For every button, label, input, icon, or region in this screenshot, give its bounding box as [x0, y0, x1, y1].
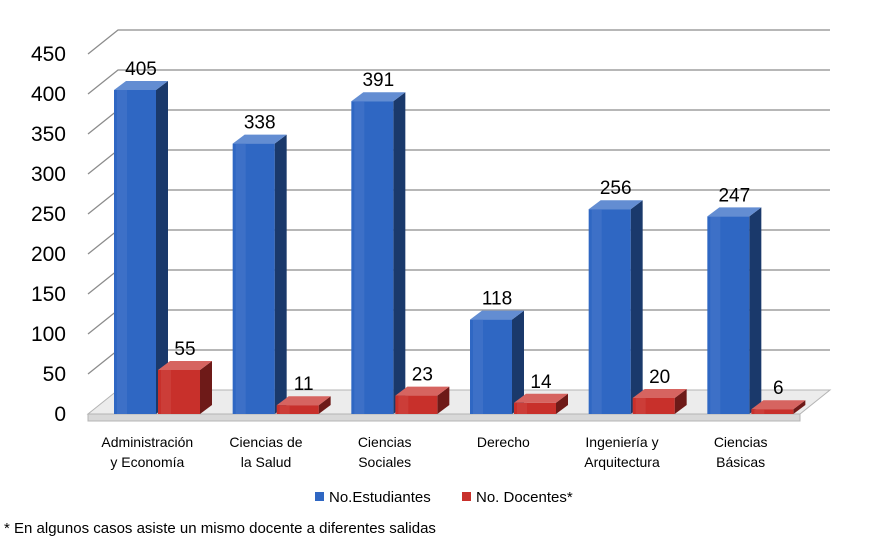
y-tick-label: 0 [54, 403, 66, 426]
bar-docentes-side [793, 400, 806, 414]
bar-docentes-top [158, 361, 212, 370]
x-tick-label-line: Ciencias [714, 434, 768, 450]
x-tick-label-line: y Economía [110, 454, 184, 470]
y-tick-label: 100 [31, 323, 66, 346]
data-label: 118 [482, 289, 512, 310]
x-tick-label-line: Derecho [477, 434, 530, 450]
data-label: 11 [294, 374, 314, 395]
bar-docentes-highlight [635, 398, 646, 414]
data-label: 6 [773, 378, 784, 399]
data-label: 338 [244, 113, 276, 134]
x-tick-label: Ingeniería y Arquitectura [584, 434, 660, 470]
bar-estudiantes-side [512, 310, 524, 414]
data-label: 55 [174, 339, 195, 360]
y-tick-label: 350 [31, 123, 66, 146]
bar-estudiantes-side [156, 81, 168, 414]
bar-estudiantes-side [393, 92, 406, 414]
bar-docentes-side [437, 386, 450, 414]
bar-docentes-side [674, 389, 687, 414]
data-label: 14 [530, 372, 552, 393]
y-tick-label: 300 [31, 163, 66, 186]
footnote: * En algunos casos asiste un mismo docen… [4, 520, 436, 537]
data-label: 20 [649, 367, 670, 388]
bar-docentes-highlight [161, 370, 171, 414]
y-tick-label: 50 [43, 363, 66, 386]
data-label: 23 [412, 365, 433, 386]
bar-docentes-highlight [398, 395, 409, 414]
bar-estudiantes-side [630, 200, 643, 414]
y-tick-label: 150 [31, 283, 66, 306]
bar-estudiantes-highlight [710, 216, 721, 414]
legend-item-docentes-label: No. Docentes* [476, 489, 573, 506]
bar-docentes-top [395, 386, 450, 396]
bar-estudiantes-side [274, 134, 287, 414]
x-tick-label-line: la Salud [241, 454, 292, 470]
legend-item-docentes-swatch [462, 492, 471, 501]
bar-docentes-side [318, 396, 331, 414]
x-tick-label-line: Ingeniería y [585, 434, 658, 450]
x-tick-label: Ciencias de la Salud [229, 434, 302, 470]
data-label: 391 [362, 70, 394, 91]
bar-docentes-side [200, 361, 212, 414]
x-tick-label: Ciencias Básicas [714, 434, 768, 470]
y-tick-label: 400 [31, 83, 66, 106]
x-tick-label-line: Sociales [358, 454, 411, 470]
bar-docentes-highlight [279, 405, 290, 414]
bar-docentes-highlight [754, 409, 765, 414]
chart-floor-edge [87, 413, 801, 422]
x-tick-label-line: Ciencias de [229, 434, 302, 450]
bar-estudiantes-top [588, 200, 643, 210]
bar-estudiantes-top [707, 207, 762, 217]
data-label: 247 [718, 185, 750, 206]
bar-estudiantes-top [114, 81, 168, 90]
y-tick-label: 250 [31, 203, 66, 226]
bar-docentes-highlight [517, 402, 527, 414]
bar-estudiantes-side [749, 207, 762, 414]
bar-docentes [514, 402, 556, 414]
gridline [87, 149, 830, 175]
bar-estudiantes-highlight [354, 101, 365, 414]
bar-estudiantes-highlight [235, 143, 246, 414]
bar-estudiantes-highlight [117, 90, 127, 414]
bar-estudiantes-highlight [591, 209, 602, 414]
bar-docentes [276, 405, 319, 414]
bar-estudiantes-top [232, 134, 287, 144]
x-tick-label-line: Administración [101, 434, 193, 450]
bar-docentes-top [514, 393, 568, 403]
bar-estudiantes-top [470, 310, 524, 320]
y-tick-label: 450 [31, 43, 66, 66]
bar-estudiantes-highlight [473, 319, 483, 414]
bar-docentes-top [751, 400, 806, 410]
x-tick-label-line: Ciencias [358, 434, 412, 450]
data-label: 256 [600, 178, 632, 199]
legend-item-estudiantes-swatch [315, 492, 324, 501]
x-tick-label: Ciencias Sociales [358, 434, 412, 470]
y-tick-label: 200 [31, 243, 66, 266]
legend-item-estudiantes-label: No.Estudiantes [329, 489, 431, 506]
bar-estudiantes-top [351, 92, 406, 102]
x-tick-label-line: Básicas [716, 454, 765, 470]
gridline [87, 109, 830, 135]
bar-docentes-top [276, 396, 331, 406]
gridline [87, 69, 830, 95]
x-tick-label-line: Arquitectura [584, 454, 660, 470]
bar-docentes [751, 409, 794, 414]
x-tick-label: Derecho [477, 434, 530, 450]
x-tick-label: Administración y Economía [101, 434, 193, 470]
data-label: 405 [125, 59, 157, 80]
gridline [87, 29, 830, 55]
bar-docentes-side [556, 393, 568, 414]
bar-docentes-top [632, 389, 687, 398]
